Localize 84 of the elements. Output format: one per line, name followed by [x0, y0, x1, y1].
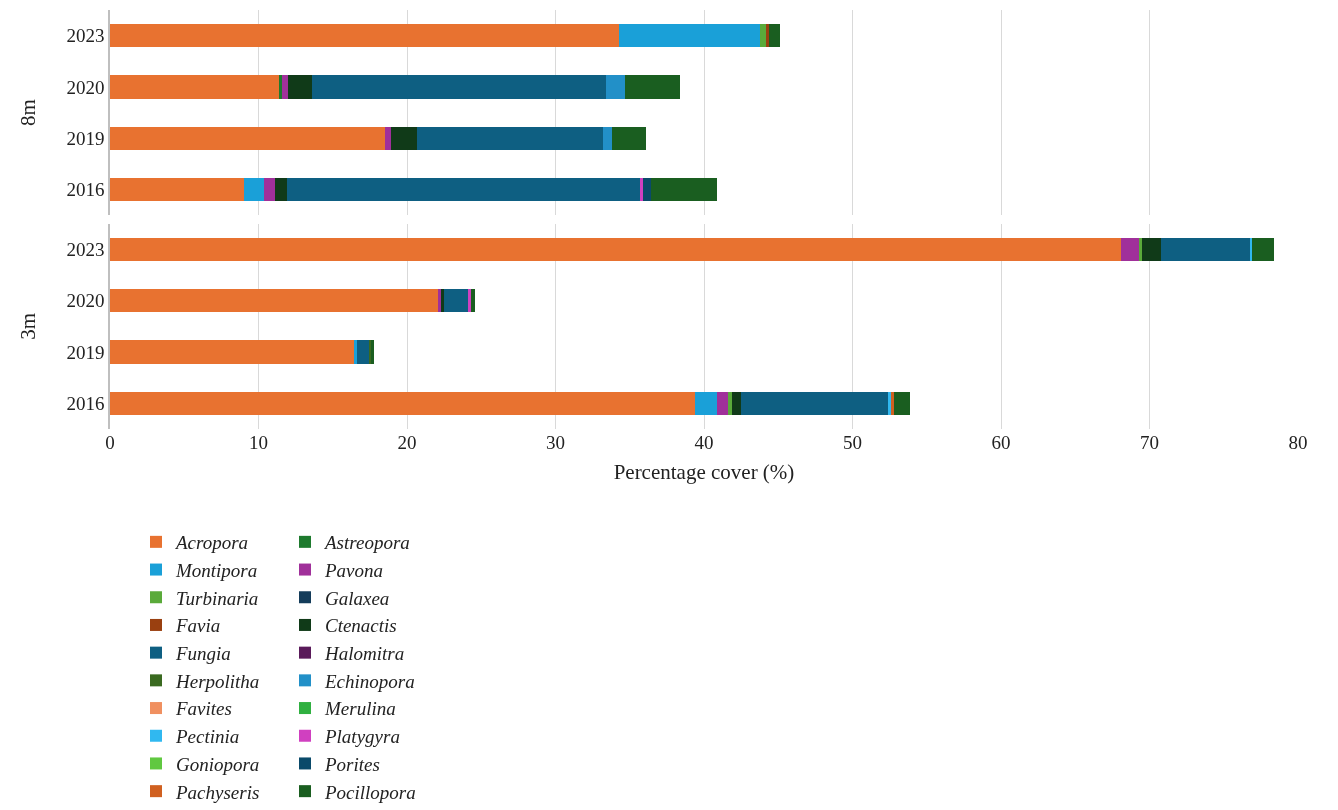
bar	[110, 237, 1122, 261]
legend-label: Platygyra	[323, 726, 400, 748]
bar	[695, 391, 718, 415]
bar	[769, 24, 780, 48]
legend-label: Porites	[323, 753, 380, 775]
bar	[110, 178, 244, 202]
x-tick-label: 60	[991, 432, 1011, 453]
bar	[274, 178, 287, 202]
bar	[760, 24, 767, 48]
bar	[110, 391, 696, 415]
bar	[353, 340, 357, 364]
bar	[243, 178, 265, 202]
legend-label: Goniopora	[175, 753, 260, 775]
legend-label: Fungia	[174, 643, 231, 665]
legend-label: Herpolitha	[174, 670, 260, 692]
x-tick-label: 80	[1288, 432, 1308, 453]
legend-label: Turbinaria	[175, 587, 259, 609]
y-axis-title: 8m	[16, 99, 41, 127]
bar	[311, 75, 606, 99]
bar	[1139, 237, 1143, 261]
bar	[110, 126, 385, 150]
bar	[619, 24, 761, 48]
x-tick-label: 70	[1140, 432, 1159, 453]
bar	[650, 178, 718, 202]
bar	[611, 126, 647, 150]
y-tick-label: 2020	[66, 76, 105, 98]
bar	[1161, 237, 1251, 261]
bar	[1142, 237, 1162, 261]
legend-label: Favia	[174, 615, 221, 637]
bar	[741, 391, 889, 415]
legend-label: Echinopora	[323, 670, 415, 692]
legend-label: Montipora	[174, 559, 258, 581]
bar	[264, 178, 275, 202]
legend-label: Galaxea	[324, 587, 390, 609]
bar	[643, 178, 651, 202]
bar	[286, 178, 641, 202]
bar	[110, 24, 620, 48]
x-tick-label: 20	[397, 432, 417, 453]
bar	[640, 178, 644, 202]
bar	[384, 126, 391, 150]
legend-label: Ctenactis	[324, 615, 397, 637]
legend-label: Astreopora	[322, 532, 410, 554]
bar	[282, 75, 289, 99]
x-tick-label: 0	[105, 432, 115, 453]
bar	[603, 126, 612, 150]
legend-label: Acropora	[173, 532, 249, 554]
bar	[110, 289, 439, 313]
bar	[732, 391, 742, 415]
y-tick-label: 2016	[66, 392, 105, 414]
legend-label: Pachyseris	[174, 781, 260, 803]
bar	[766, 24, 770, 48]
y-tick-label: 2019	[66, 341, 105, 363]
bar	[390, 126, 418, 150]
bar	[717, 391, 728, 415]
legend-label: Pectinia	[174, 726, 240, 748]
y-tick-label: 2016	[66, 179, 105, 201]
bar	[625, 75, 681, 99]
bar	[288, 75, 312, 99]
bar	[110, 75, 280, 99]
legend-label: Pocillopora	[323, 781, 416, 803]
y-tick-label: 2023	[66, 239, 105, 260]
bar	[894, 391, 911, 415]
legend-label: Halomitra	[323, 643, 405, 665]
x-tick-label: 10	[249, 432, 268, 453]
bar	[417, 126, 604, 150]
bar	[1251, 237, 1275, 261]
bar	[444, 289, 468, 313]
legend-label: Pavona	[323, 559, 384, 581]
legend-label: Favites	[174, 698, 232, 720]
x-tick-label: 30	[546, 432, 565, 453]
x-tick-label: 50	[843, 432, 862, 453]
y-tick-label: 2019	[66, 127, 105, 149]
bar	[605, 75, 626, 99]
y-axis-title: 3m	[16, 312, 41, 340]
x-tick-label: 40	[694, 432, 714, 453]
bar	[1121, 237, 1140, 261]
y-tick-label: 2020	[66, 290, 105, 312]
bar	[110, 340, 354, 364]
x-axis-title: Percentage cover (%)	[613, 460, 795, 485]
legend-label: Merulina	[323, 698, 396, 720]
y-tick-label: 2023	[66, 25, 105, 47]
bar	[356, 340, 370, 364]
bar	[279, 75, 283, 99]
bar	[467, 289, 471, 313]
